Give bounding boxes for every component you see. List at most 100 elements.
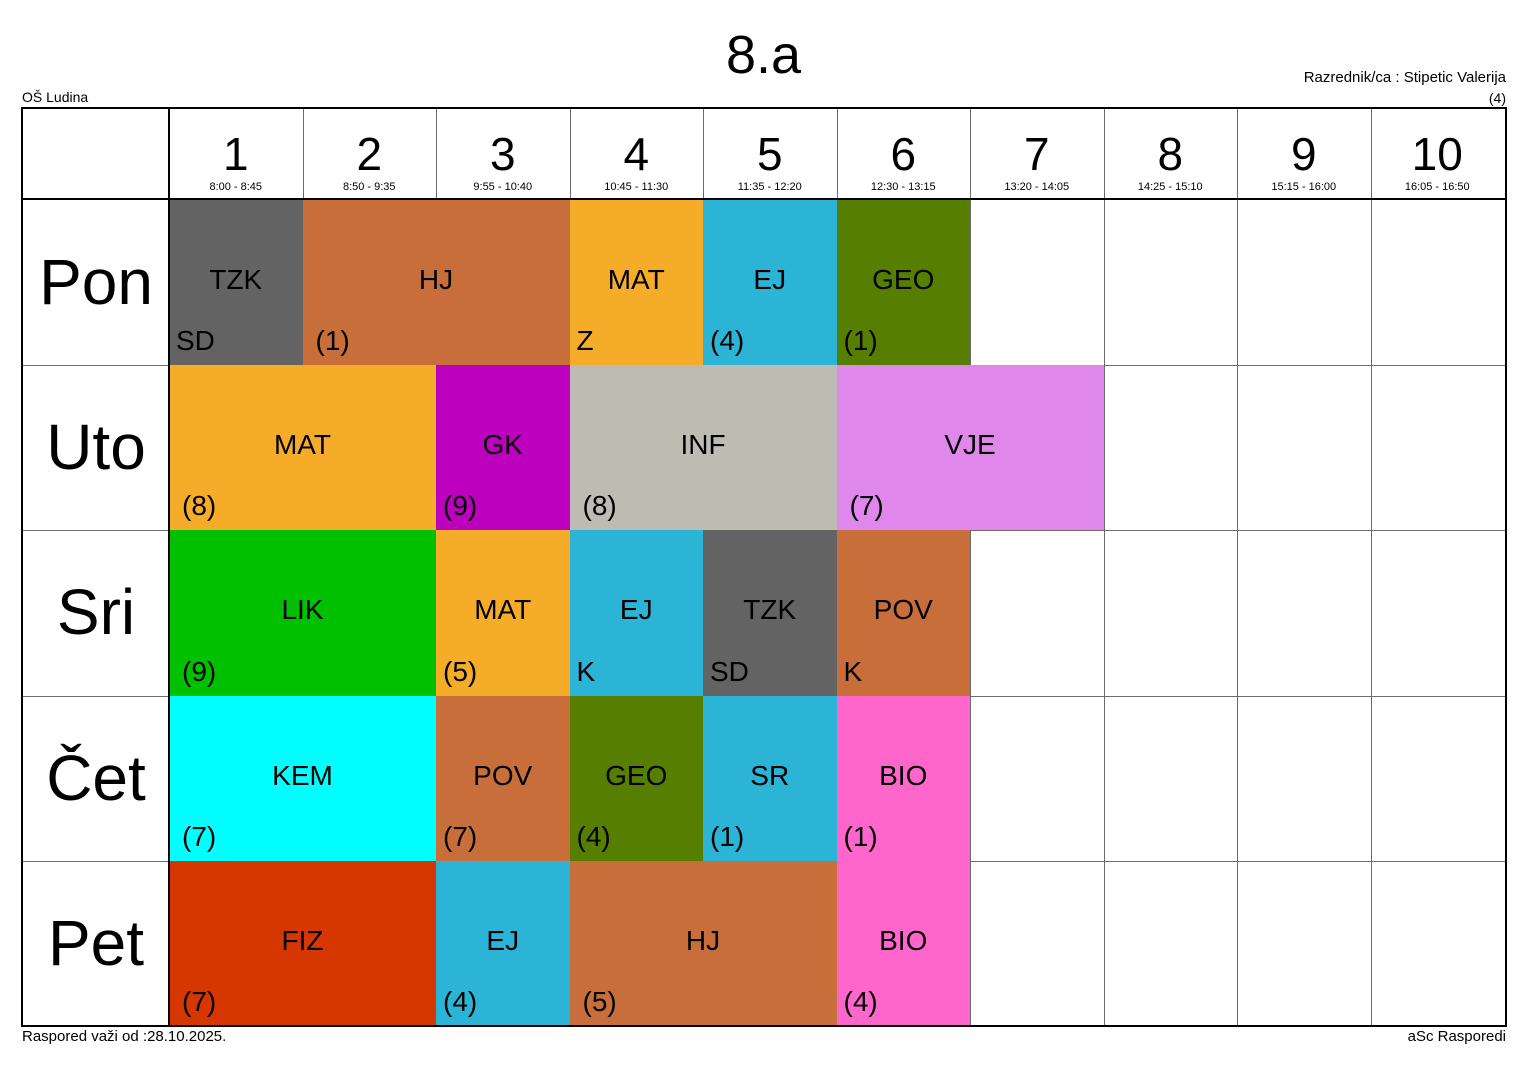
period-header-7: 7 13:20 - 14:05	[970, 109, 1104, 198]
period-time: 8:00 - 8:45	[209, 181, 263, 193]
period-header-10: 10 16:05 - 16:50	[1371, 109, 1505, 198]
lesson-subject: EJ	[619, 594, 653, 626]
lesson-room: (1)	[315, 325, 350, 357]
lesson-room: (4)	[576, 820, 611, 852]
lesson-cell[interactable]: BIO (4)	[836, 860, 971, 1027]
lesson-room: (5)	[582, 985, 617, 1017]
lesson-cell[interactable]: GEO (4)	[569, 695, 704, 862]
page-title: 8.a	[725, 25, 802, 85]
period-time: 16:05 - 16:50	[1404, 181, 1470, 193]
period-number: 10	[1411, 128, 1463, 180]
lesson-cell[interactable]: EJ K	[569, 530, 704, 697]
lesson-cell[interactable]: GK (9)	[436, 365, 571, 532]
lesson-room: (9)	[443, 490, 478, 522]
lesson-subject: LIK	[281, 594, 324, 626]
lesson-room: (5)	[443, 655, 478, 687]
period-header-1: 1 8:00 - 8:45	[169, 109, 303, 198]
lesson-cell[interactable]: MAT (8)	[169, 365, 437, 532]
lesson-subject: GK	[482, 429, 523, 461]
period-time: 12:30 - 13:15	[870, 181, 936, 193]
lesson-room: (9)	[182, 655, 217, 687]
lesson-cell[interactable]: LIK (9)	[169, 530, 437, 697]
period-time: 8:50 - 9:35	[342, 181, 396, 193]
header-divider	[21, 198, 1507, 200]
lesson-cell[interactable]: MAT (5)	[436, 530, 571, 697]
lesson-room: Z	[576, 325, 594, 357]
class-teacher: Razrednik/ca : Stipetic Valerija	[1303, 69, 1506, 86]
grid-line-vertical	[1237, 107, 1238, 1025]
lesson-room: (7)	[849, 490, 884, 522]
grid-line-vertical	[1103, 107, 1105, 1025]
lesson-cell[interactable]: HJ (1)	[302, 200, 571, 367]
lesson-room: (8)	[182, 490, 217, 522]
period-number: 9	[1290, 128, 1317, 180]
period-header-8: 8 14:25 - 15:10	[1104, 109, 1238, 198]
period-header-6: 6 12:30 - 13:15	[837, 109, 971, 198]
lesson-subject: BIO	[879, 759, 928, 791]
lesson-room: (4)	[710, 325, 745, 357]
lesson-cell[interactable]: EJ (4)	[436, 860, 571, 1027]
period-number: 3	[489, 128, 516, 180]
day-label-čet: Čet	[46, 741, 146, 814]
lesson-room: (1)	[843, 820, 878, 852]
period-header-9: 9 15:15 - 16:00	[1237, 109, 1371, 198]
lesson-cell[interactable]: MAT Z	[569, 200, 704, 367]
lesson-room: (1)	[710, 820, 745, 852]
lesson-subject: MAT	[607, 264, 665, 295]
lesson-cell[interactable]: POV K	[836, 530, 971, 697]
period-number: 4	[623, 128, 650, 180]
period-header-4: 4 10:45 - 11:30	[570, 109, 704, 198]
period-number: 6	[890, 128, 917, 180]
lesson-cell[interactable]: SR (1)	[703, 695, 838, 862]
period-header-3: 3 9:55 - 10:40	[436, 109, 570, 198]
lesson-cell[interactable]: INF (8)	[569, 365, 838, 532]
lesson-room: (4)	[443, 985, 478, 1017]
lesson-room: (8)	[582, 490, 617, 522]
period-time: 14:25 - 15:10	[1137, 181, 1203, 193]
lesson-subject: POV	[873, 594, 933, 626]
valid-from-note: Raspored važi od :28.10.2025.	[22, 1028, 227, 1045]
lesson-cell[interactable]: EJ (4)	[703, 200, 838, 367]
grid-line-vertical	[1370, 107, 1372, 1025]
lesson-subject: BIO	[879, 924, 928, 956]
lesson-cell[interactable]: GEO (1)	[836, 200, 971, 367]
lesson-cell[interactable]: TZK SD	[703, 530, 838, 697]
day-label-pon: Pon	[39, 246, 153, 318]
lesson-subject: VJE	[944, 429, 996, 461]
lesson-subject: FIZ	[281, 924, 324, 956]
period-number: 5	[756, 128, 783, 180]
lesson-cell[interactable]: FIZ (7)	[169, 860, 437, 1027]
lesson-cell[interactable]: KEM (7)	[169, 695, 437, 862]
lesson-subject: HJ	[418, 264, 454, 295]
day-label-sri: Sri	[56, 576, 136, 649]
lesson-subject: EJ	[753, 264, 787, 295]
period-time: 9:55 - 10:40	[473, 181, 533, 193]
day-label-pet: Pet	[47, 906, 145, 979]
lesson-cell[interactable]: HJ (5)	[569, 860, 838, 1027]
school-name: OŠ Ludina	[22, 89, 89, 105]
lesson-cell[interactable]: VJE (7)	[836, 365, 1105, 532]
lesson-cell[interactable]: POV (7)	[436, 695, 571, 862]
lesson-room: (7)	[182, 985, 217, 1017]
period-time: 10:45 - 11:30	[604, 181, 669, 193]
lesson-cell[interactable]: TZK SD	[169, 200, 304, 367]
period-number: 7	[1023, 128, 1050, 180]
period-header-5: 5 11:35 - 12:20	[703, 109, 837, 198]
lesson-room: SD	[710, 655, 749, 687]
day-column-divider	[168, 107, 170, 1027]
lesson-subject: TZK	[209, 264, 263, 295]
period-time: 11:35 - 12:20	[737, 181, 802, 193]
lesson-room: (4)	[843, 985, 878, 1017]
class-teacher-room: (4)	[1488, 90, 1506, 106]
lesson-cell[interactable]: BIO (1)	[836, 695, 971, 862]
lesson-subject: GEO	[605, 759, 668, 791]
lesson-subject: POV	[473, 759, 533, 791]
brand-label: aSc Rasporedi	[1407, 1028, 1506, 1045]
lesson-room: K	[576, 655, 596, 687]
lesson-subject: INF	[680, 429, 726, 461]
lesson-subject: TZK	[743, 594, 797, 626]
period-number: 8	[1157, 128, 1184, 180]
lesson-room: (7)	[443, 820, 478, 852]
lesson-subject: MAT	[273, 429, 332, 461]
period-number: 1	[222, 128, 249, 180]
